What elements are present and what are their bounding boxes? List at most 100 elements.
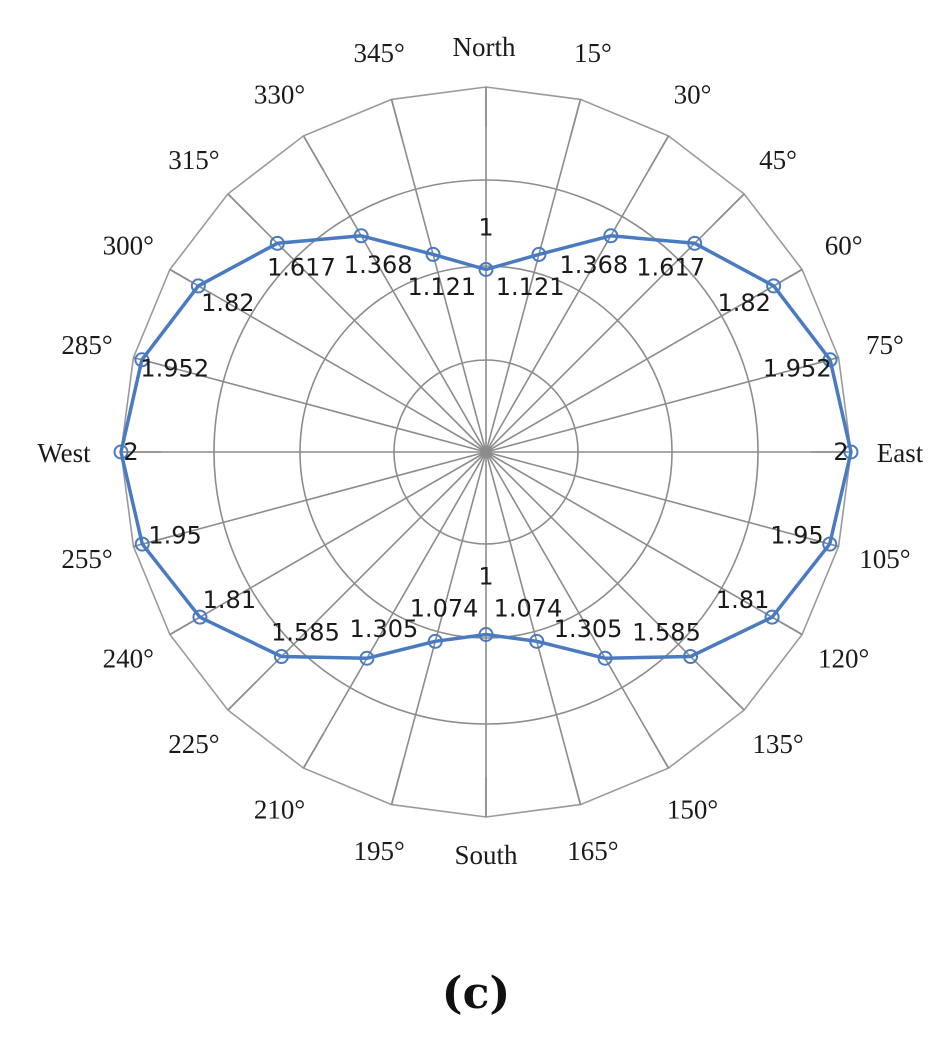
tick-195 (390, 765, 403, 805)
spoke-240 (169, 451, 487, 636)
data-point-marker (687, 235, 703, 251)
polar-grid (120, 86, 852, 818)
data-point-marker (822, 536, 838, 552)
tick-345 (390, 99, 403, 139)
data-point-marker (425, 246, 441, 262)
data-value-label: 1.121 (407, 273, 476, 301)
tick-225 (227, 681, 257, 711)
data-value-label: 1.585 (632, 618, 701, 646)
spoke-330 (302, 135, 487, 453)
angle-tick-label: 75° (866, 330, 904, 360)
spoke-30 (485, 135, 670, 453)
data-value-label: 2 (123, 438, 138, 466)
spoke-135 (485, 451, 745, 711)
spoke-225 (227, 451, 487, 711)
spoke-75 (485, 356, 839, 453)
tick-255 (133, 535, 173, 548)
spoke-105 (485, 451, 839, 548)
tick-15 (569, 99, 582, 139)
data-value-label: 1.95 (148, 521, 201, 549)
data-value-label: 1.617 (267, 253, 336, 281)
data-point-marker (597, 650, 613, 666)
data-point-marker (273, 649, 289, 665)
angle-tick-label: 30° (674, 79, 712, 109)
data-value-label: 1.81 (203, 586, 256, 614)
center-dot (482, 448, 490, 456)
tick-165 (569, 765, 582, 805)
spoke-345 (390, 99, 487, 453)
angle-tick-label: 105° (859, 544, 910, 574)
data-point-marker (427, 633, 443, 649)
tick-75 (799, 356, 839, 369)
angle-tick-label: 120° (818, 644, 869, 674)
data-point-marker (353, 228, 369, 244)
data-point-marker (766, 278, 782, 294)
spoke-300 (169, 268, 487, 453)
spoke-45 (485, 193, 745, 453)
east-label: East (877, 438, 924, 468)
angle-tick-label: 315° (168, 145, 219, 175)
data-value-label: 1.81 (716, 586, 769, 614)
angle-tick-label: 45° (759, 145, 797, 175)
data-point-marker (134, 352, 150, 368)
tick-105 (799, 535, 839, 548)
angle-tick-label: 255° (61, 544, 112, 574)
angle-tick-label: 195° (353, 836, 404, 866)
tick-315 (227, 193, 257, 223)
data-value-label: 1.82 (201, 289, 254, 317)
data-point-marker (843, 444, 859, 460)
series-layer (113, 228, 859, 666)
data-point-marker (683, 649, 699, 665)
spoke-210 (302, 451, 487, 769)
angle-tick-label: 150° (667, 795, 718, 825)
angle-tick-label: 285° (61, 330, 112, 360)
label-layer: North South West East 15° 30° 45° 60° 75° 105… (37, 32, 923, 870)
angle-tick-label: 330° (254, 79, 305, 109)
angle-tick-label: 225° (168, 729, 219, 759)
data-point-marker (192, 609, 208, 625)
data-value-label: 1 (478, 214, 493, 242)
data-point-marker (822, 352, 838, 368)
data-point-marker (134, 536, 150, 552)
data-value-label: 1.305 (350, 615, 419, 643)
data-point-marker (190, 278, 206, 294)
tick-30 (647, 135, 670, 171)
data-value-label: 1.074 (410, 594, 479, 622)
spoke-285 (133, 356, 487, 453)
spoke-120 (485, 451, 803, 636)
spoke-150 (485, 451, 670, 769)
series-line (119, 234, 853, 661)
data-point-marker (764, 609, 780, 625)
spoke-195 (390, 451, 487, 805)
data-point-marker (359, 650, 375, 666)
spoke-15 (485, 99, 582, 453)
data-value-label: 1 (478, 563, 493, 591)
data-point-marker (529, 633, 545, 649)
data-value-label: 1.82 (717, 289, 770, 317)
angle-tick-label: 15° (574, 38, 612, 68)
angle-tick-label: 210° (254, 795, 305, 825)
data-value-label: 1.368 (559, 251, 628, 279)
south-label: South (454, 840, 518, 870)
data-point-marker (603, 228, 619, 244)
tick-135 (715, 681, 745, 711)
polar-chart: North South West East 15° 30° 45° 60° 75° 105… (37, 32, 923, 870)
data-point-marker (269, 235, 285, 251)
angle-tick-label: 165° (567, 836, 618, 866)
data-value-label: 1.121 (496, 273, 565, 301)
data-value-label: 2 (833, 438, 848, 466)
data-point-marker (531, 246, 547, 262)
tick-150 (647, 733, 670, 769)
data-value-label: 1.368 (344, 251, 413, 279)
north-label: North (453, 32, 516, 62)
west-label: West (37, 438, 91, 468)
data-point-marker (113, 444, 129, 460)
angle-tick-label: 300° (103, 231, 154, 261)
spoke-60 (485, 268, 803, 453)
angle-tick-label: 60° (825, 231, 863, 261)
tick-210 (302, 733, 325, 769)
data-value-label: 1.952 (763, 355, 832, 383)
data-value-label: 1.952 (140, 355, 209, 383)
data-value-label: 1.585 (271, 618, 340, 646)
angle-tick-label: 135° (752, 729, 803, 759)
